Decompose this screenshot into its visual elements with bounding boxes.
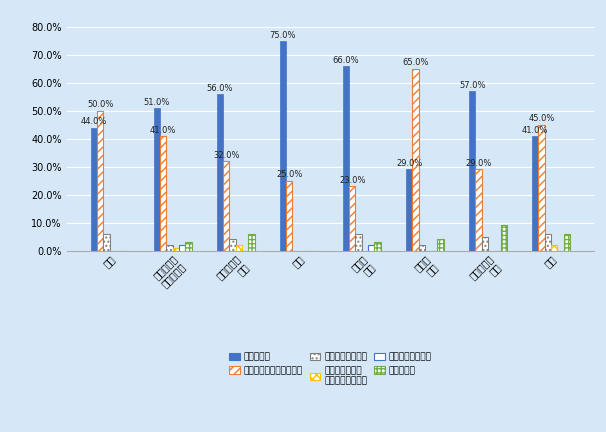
Text: 23.0%: 23.0% [339,176,365,185]
Bar [349,186,356,251]
Bar [375,242,381,251]
Text: 29.0%: 29.0% [396,159,422,168]
Text: 44.0%: 44.0% [81,117,107,126]
Text: 57.0%: 57.0% [459,81,485,90]
Bar [545,234,551,251]
Bar [217,94,223,251]
Bar [103,234,110,251]
Text: 56.0%: 56.0% [207,84,233,92]
Text: 45.0%: 45.0% [528,114,554,124]
Text: 41.0%: 41.0% [522,126,548,134]
Bar [223,161,229,251]
Bar [280,41,286,251]
Text: 51.0%: 51.0% [144,98,170,107]
Text: 41.0%: 41.0% [150,126,176,134]
Text: 66.0%: 66.0% [333,56,359,65]
Text: 65.0%: 65.0% [402,58,428,67]
Bar [532,136,538,251]
Text: 32.0%: 32.0% [213,151,239,160]
Bar [501,226,507,251]
Bar [469,91,475,251]
Bar [406,169,412,251]
Text: 29.0%: 29.0% [465,159,491,168]
Bar [248,234,255,251]
Legend: 投資を増額, 追加投資はせず現状維持, 徐々に事業を縮小, 事業は維持し、
拠点を他国へ移転, 完全に事業を終了, わからない: 投資を増額, 追加投資はせず現状維持, 徐々に事業を縮小, 事業は維持し、 拠点… [226,350,435,388]
Bar [419,245,425,251]
Bar [438,239,444,251]
Text: 25.0%: 25.0% [276,170,302,179]
Bar [356,234,362,251]
Bar [482,237,488,251]
Bar [564,234,570,251]
Bar [154,108,160,251]
Bar [97,111,103,251]
Bar [236,245,242,251]
Bar [412,69,419,251]
Bar [179,245,185,251]
Bar [343,66,349,251]
Bar [538,125,545,251]
Bar [160,136,166,251]
Bar [286,181,293,251]
Bar [368,245,375,251]
Bar [475,169,482,251]
Text: 75.0%: 75.0% [270,31,296,39]
Text: 50.0%: 50.0% [87,100,113,109]
Bar [229,239,236,251]
Bar [166,245,173,251]
Bar [185,242,191,251]
Bar [551,245,558,251]
Bar [91,127,97,251]
Bar [173,248,179,251]
